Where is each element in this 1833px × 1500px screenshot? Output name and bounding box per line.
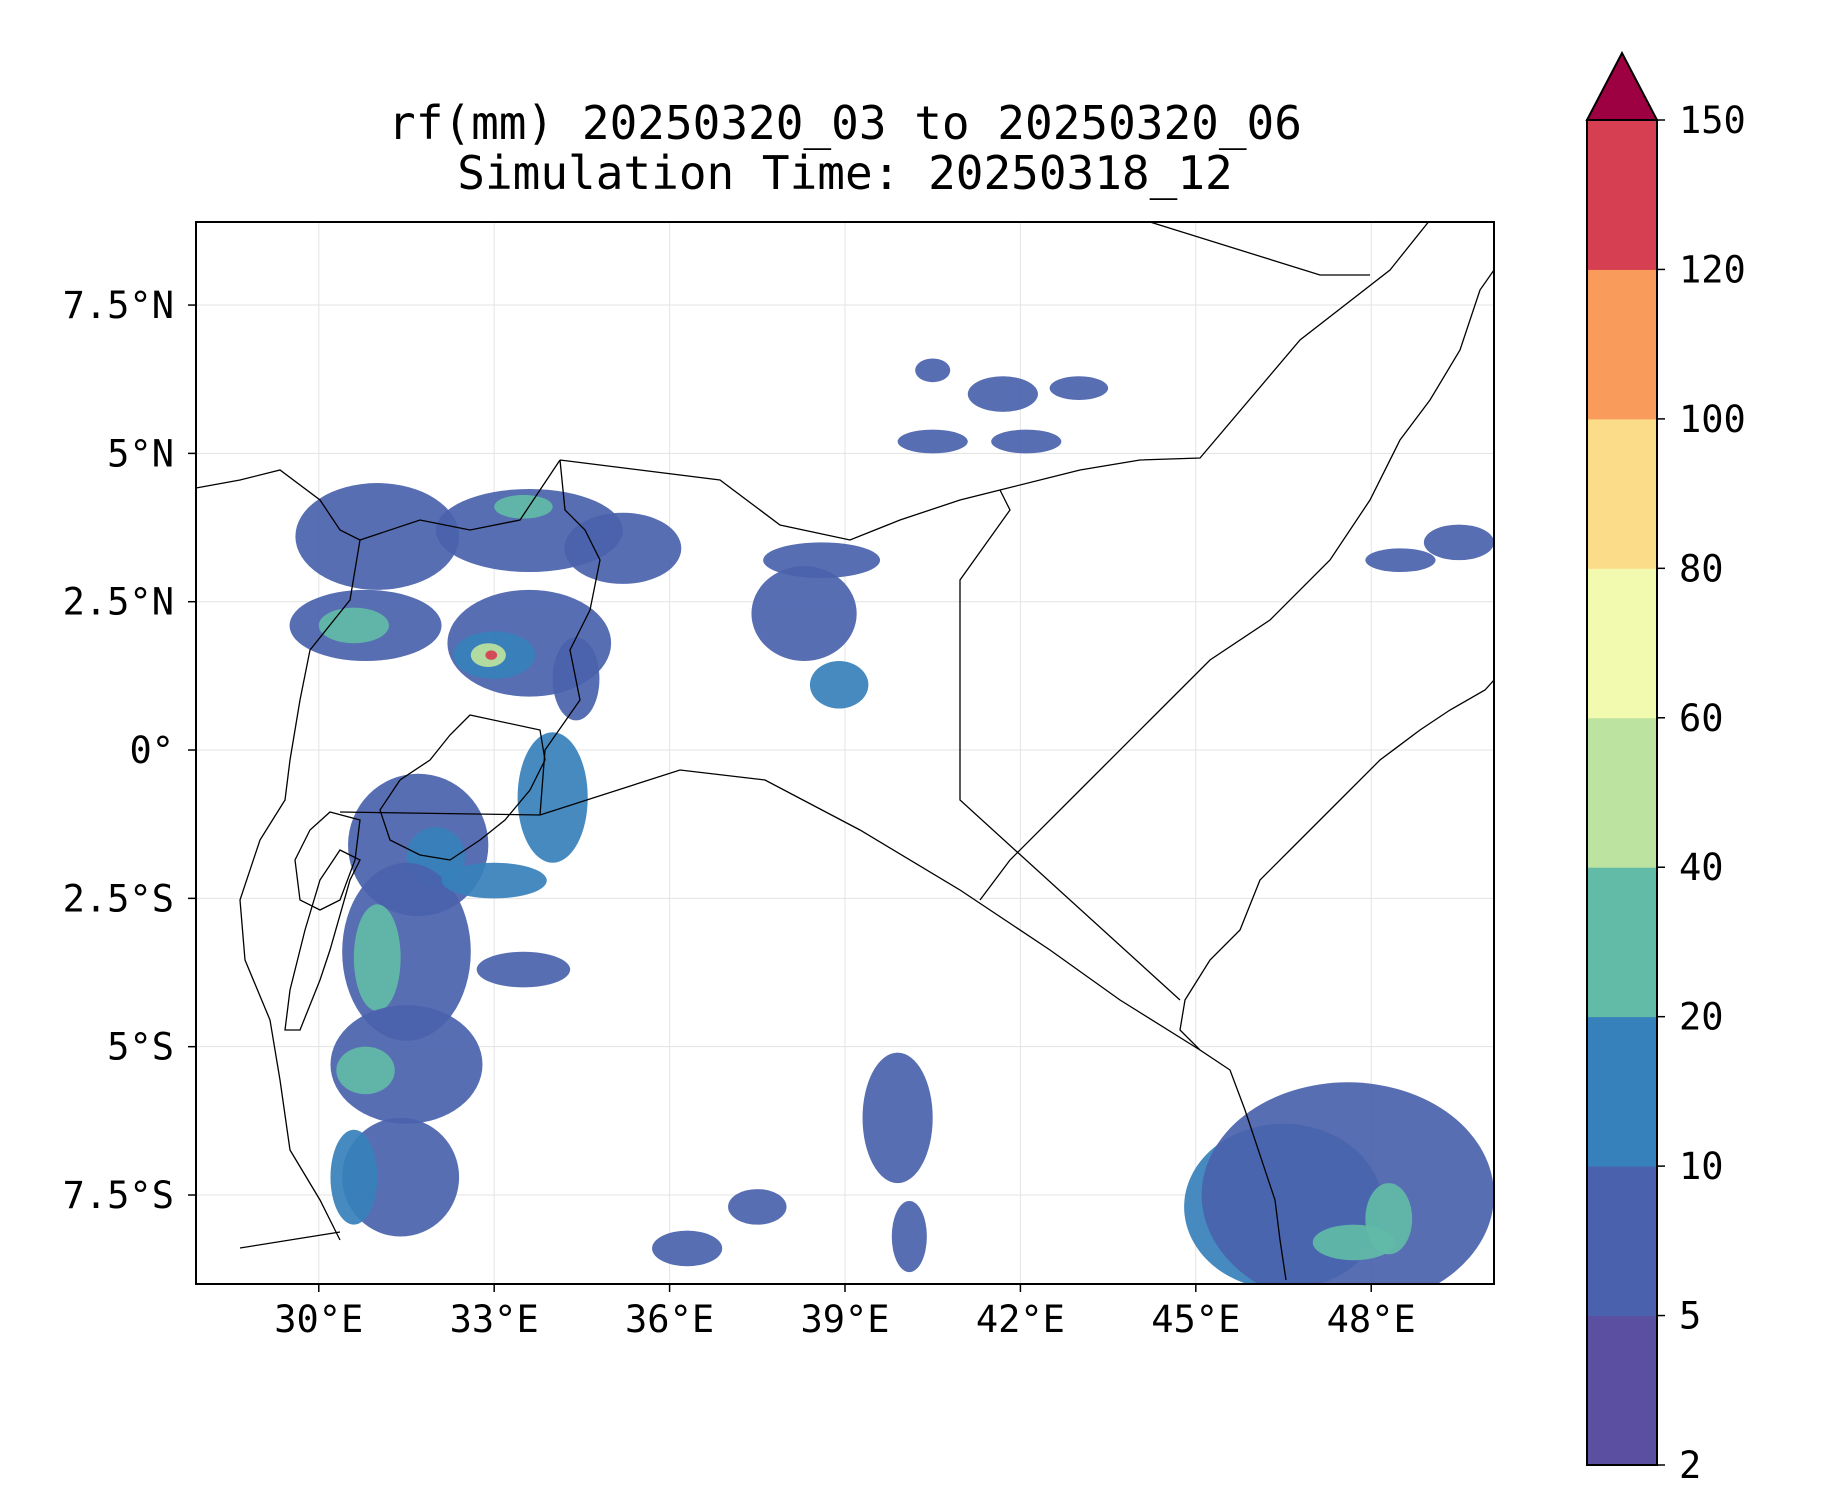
lon-tick-label: 33°E bbox=[450, 1298, 539, 1341]
lat-tick-label: 7.5°S bbox=[63, 1174, 174, 1217]
colorbar-tick-label: 2 bbox=[1679, 1444, 1701, 1487]
colorbar-tick-label: 5 bbox=[1679, 1295, 1701, 1338]
rain-cell bbox=[862, 1052, 933, 1184]
horn-coastline bbox=[979, 269, 1494, 901]
rain-cell bbox=[897, 429, 968, 454]
rain-cell bbox=[652, 1230, 723, 1267]
colorbar-tick-label: 10 bbox=[1679, 1145, 1724, 1188]
colorbar-tick-label: 150 bbox=[1679, 99, 1746, 142]
uganda-kenya-border bbox=[539, 459, 601, 816]
colorbar-tick-label: 40 bbox=[1679, 846, 1724, 889]
rain-cell bbox=[353, 904, 401, 1012]
rain-cell bbox=[1365, 1183, 1413, 1255]
figure-title-line-2: Simulation Time: 20250318_12 bbox=[457, 146, 1233, 200]
colorbar-extend-arrow bbox=[1585, 50, 1659, 121]
lon-tick-label: 42°E bbox=[976, 1298, 1065, 1341]
colorbar-bin bbox=[1587, 418, 1657, 569]
colorbar-bin bbox=[1587, 120, 1657, 270]
ethiopia-somalia-border bbox=[1079, 222, 1430, 471]
kenya-tanzania-border bbox=[339, 769, 1201, 1051]
rain-cell bbox=[991, 429, 1062, 454]
mozambique-border bbox=[239, 1231, 341, 1249]
ethiopia-kenya-border bbox=[559, 459, 1081, 541]
rain-cell bbox=[1365, 548, 1436, 573]
rain-cell bbox=[330, 1005, 483, 1124]
rain-cell bbox=[476, 951, 571, 988]
figure-title-line-1: rf(mm) 20250320_03 to 20250320_06 bbox=[388, 96, 1302, 150]
colorbar-tick-label: 20 bbox=[1679, 996, 1724, 1039]
colorbar-bin bbox=[1587, 568, 1657, 719]
lon-tick-label: 39°E bbox=[800, 1298, 889, 1341]
rain-cell bbox=[809, 661, 869, 709]
rain-cell bbox=[763, 542, 881, 578]
lon-tick-label: 36°E bbox=[625, 1298, 714, 1341]
colorbar-tick-label: 120 bbox=[1679, 248, 1746, 291]
colorbar: 2 5 10 20 40 60 80 100 120 150 bbox=[1585, 50, 1746, 1487]
lat-tick-label: 0° bbox=[129, 729, 174, 772]
lake-victoria bbox=[379, 714, 546, 861]
kenya-somalia-border bbox=[959, 489, 1181, 1001]
drc-west-border bbox=[196, 469, 361, 1241]
lat-tick-label: 5°N bbox=[107, 432, 174, 475]
rain-cell bbox=[891, 1200, 927, 1273]
rain-cell bbox=[751, 566, 857, 662]
colorbar-bin bbox=[1587, 1166, 1657, 1317]
colorbar-tick-label: 100 bbox=[1679, 398, 1746, 441]
rain-cell bbox=[517, 732, 588, 863]
rain-cell bbox=[915, 358, 951, 383]
colorbar-tick-label: 80 bbox=[1679, 547, 1724, 590]
rain-cell bbox=[728, 1189, 787, 1225]
rain-cell bbox=[967, 376, 1038, 412]
colorbar-bin bbox=[1587, 1315, 1657, 1466]
rain-cell bbox=[1201, 1082, 1494, 1284]
lon-tick-label: 30°E bbox=[274, 1298, 363, 1341]
colorbar-bin bbox=[1587, 269, 1657, 420]
lat-tick-label: 2.5°S bbox=[63, 877, 174, 920]
rain-cell bbox=[336, 1046, 395, 1095]
lon-tick-label: 48°E bbox=[1327, 1298, 1416, 1341]
lat-tick-label: 5°S bbox=[107, 1026, 174, 1069]
rain-cell bbox=[1423, 524, 1494, 561]
latitude-axis: 7.5°N 5°N 2.5°N 0° 2.5°S 5°S 7.5°S bbox=[63, 284, 196, 1217]
rain-cell bbox=[441, 862, 547, 899]
colorbar-frame bbox=[1586, 119, 1658, 1466]
colorbar-bin bbox=[1587, 717, 1657, 868]
rain-cell bbox=[1049, 376, 1109, 400]
lon-tick-label: 45°E bbox=[1151, 1298, 1240, 1341]
colorbar-tick-label: 60 bbox=[1679, 697, 1724, 740]
lat-tick-label: 2.5°N bbox=[63, 581, 174, 624]
colorbar-bin bbox=[1587, 867, 1657, 1018]
south-sudan-uganda-border bbox=[359, 459, 561, 541]
rain-cell bbox=[295, 483, 460, 590]
djibouti-border bbox=[1149, 222, 1370, 276]
longitude-axis: 30°E 33°E 36°E 39°E 42°E 45°E 48°E bbox=[274, 1284, 1416, 1341]
rain-cell bbox=[494, 494, 553, 519]
country-borders bbox=[196, 222, 1494, 1281]
lake-tanganyika bbox=[284, 849, 361, 1031]
rain-cell bbox=[330, 1129, 378, 1225]
colorbar-bin bbox=[1587, 1016, 1657, 1167]
coastline bbox=[1179, 679, 1494, 1281]
rwanda-burundi-outline bbox=[294, 811, 361, 911]
rainfall-field bbox=[289, 358, 1494, 1284]
lat-tick-label: 7.5°N bbox=[63, 284, 174, 327]
rain-cell bbox=[564, 512, 682, 584]
rain-cell bbox=[485, 650, 498, 660]
